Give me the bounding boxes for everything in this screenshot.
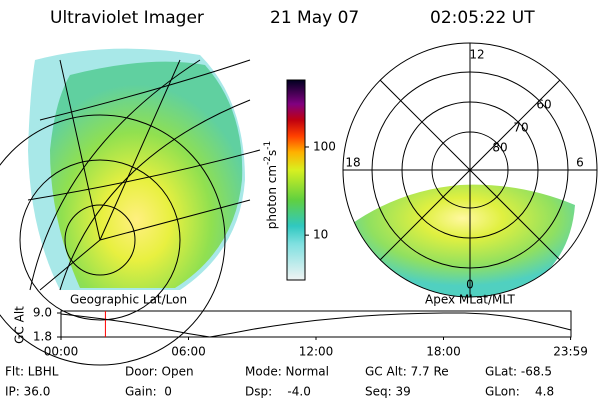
panel-label: Geographic Lat/Lon [70, 293, 187, 307]
x-tick-label: 23:59 [553, 345, 588, 359]
info-field: Mode: Normal [245, 365, 329, 379]
mlat-label: 60 [536, 98, 551, 112]
time: 02:05:22 UT [430, 8, 535, 28]
polar-image: 12 6 0 18 60 70 80 [342, 42, 598, 298]
x-tick-label: 18:00 [426, 345, 461, 359]
x-tick-label: 00:00 [44, 345, 79, 359]
info-field: GC Alt: 7.7 Re [365, 365, 449, 379]
info-field: GLat: -68.5 [485, 365, 552, 379]
colorbar-tick-label: 10 [313, 228, 328, 242]
info-panel: Flt: LBHL Door: Open Mode: Normal GC Alt: 7… [5, 365, 554, 399]
info-field: Flt: LBHL [5, 365, 59, 379]
mlt-label: 12 [469, 48, 484, 62]
info-field: Gain: 0 [125, 385, 172, 399]
mlat-label: 70 [513, 121, 528, 135]
mlat-label: 80 [492, 141, 507, 155]
panel-label: Apex MLat/MLT [425, 293, 515, 307]
colorbar-scale [286, 79, 306, 281]
info-field: Door: Open [125, 365, 194, 379]
mlt-label: 18 [345, 156, 360, 170]
colorbar-label: photon cm-2s-1 [263, 141, 279, 230]
info-field: Dsp: -4.0 [245, 385, 311, 399]
x-tick-label: 12:00 [299, 345, 334, 359]
info-field: GLon: 4.8 [485, 385, 554, 399]
instrument: Ultraviolet Imager [50, 8, 204, 28]
info-field: Seq: 39 [365, 385, 411, 399]
info-field: IP: 36.0 [5, 385, 50, 399]
colorbar-tick-label: 100 [313, 139, 336, 153]
x-tick-label: 06:00 [171, 345, 206, 359]
altitude-line [60, 312, 572, 338]
colorbar: photon cm-2s-1 [263, 79, 306, 281]
y-axis-label: GC Alt [13, 306, 27, 344]
header: Ultraviolet Imager 21 May 07 02:05:22 UT [50, 8, 535, 28]
y-tick-label: 9.0 [33, 306, 52, 320]
mlt-label: 6 [576, 156, 584, 170]
mlt-label: 0 [466, 278, 474, 292]
geographic-image [0, 48, 261, 366]
y-tick-label: 1.8 [33, 330, 52, 344]
date: 21 May 07 [270, 8, 359, 28]
